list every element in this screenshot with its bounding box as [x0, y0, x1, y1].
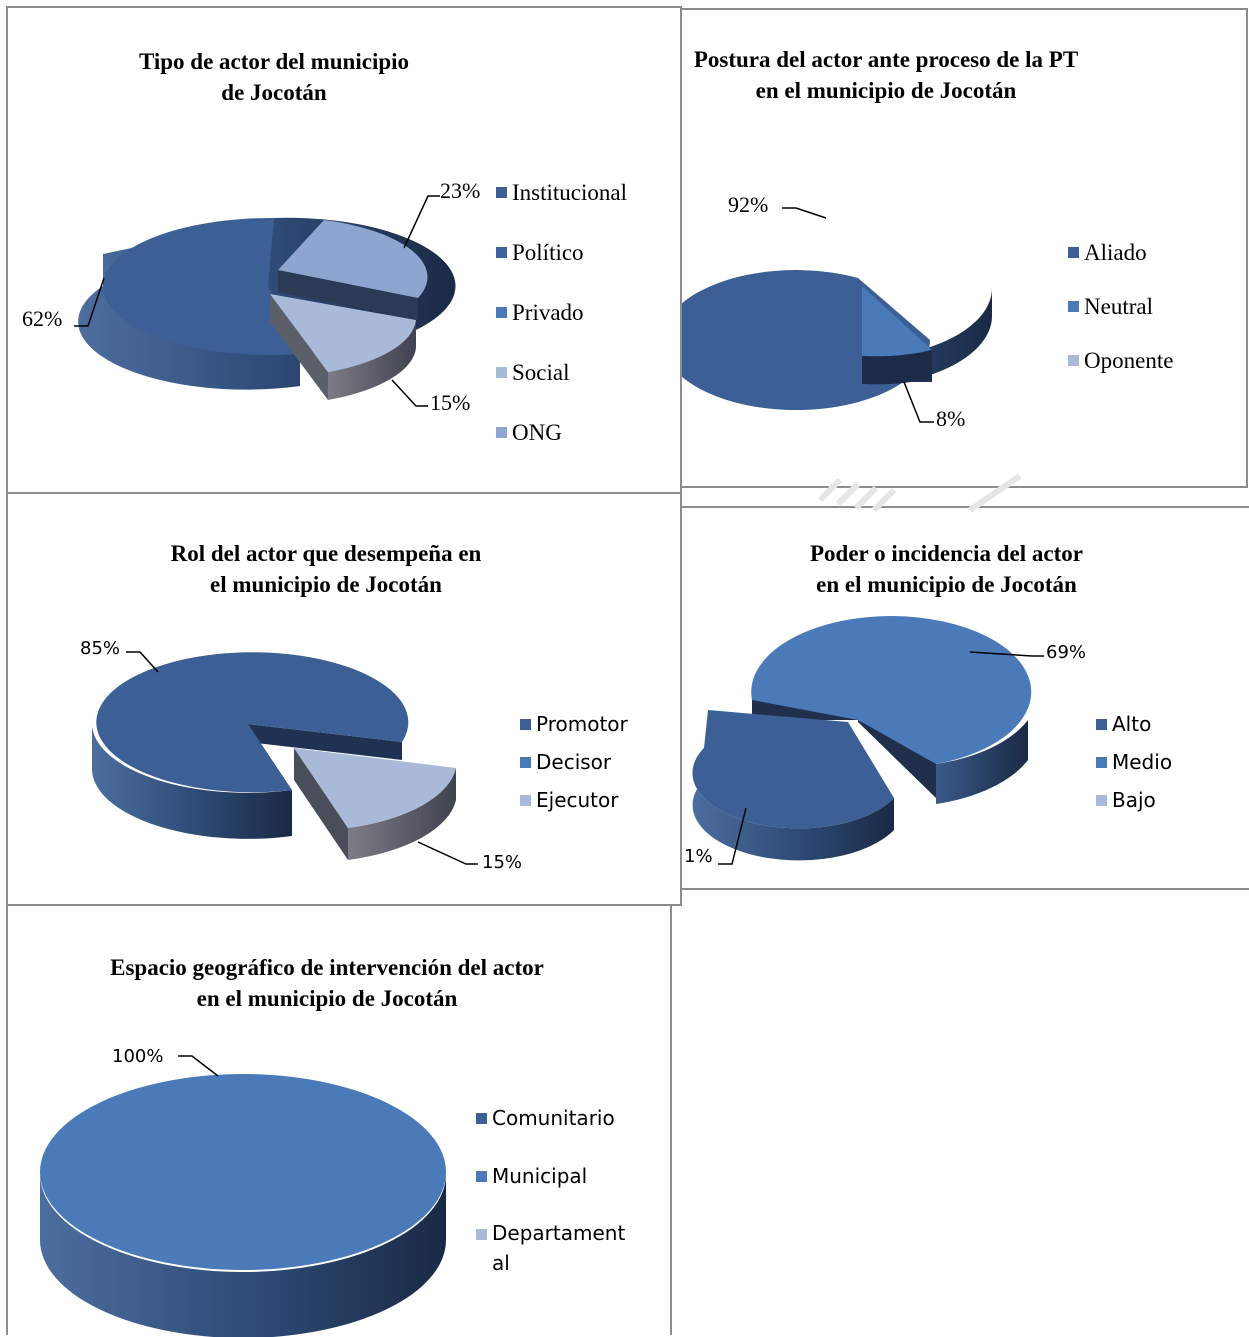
- data-label-neutral: 8%: [936, 406, 965, 431]
- legend-swatch: [520, 757, 531, 768]
- legend-label: ONG: [512, 420, 562, 445]
- chart-panel-postura: Postura del actor ante proceso de la PT …: [634, 8, 1248, 488]
- legend-swatch: [520, 795, 531, 806]
- data-label-promotor: 85%: [80, 638, 120, 659]
- leader-line: [903, 381, 934, 423]
- pie-chart-postura: 92% 8%: [662, 192, 992, 431]
- leader-line: [178, 1055, 219, 1077]
- slice-ong-side: [278, 270, 418, 320]
- pie-chart-rol: 85% 15%: [80, 638, 522, 873]
- legend-swatch: [496, 187, 507, 198]
- slice-alto-side: [692, 748, 894, 861]
- slice-neutral-rim: [862, 350, 932, 385]
- legend-label: Decisor: [536, 750, 612, 774]
- leader-line: [74, 277, 105, 327]
- chart-panel-espacio: Espacio geográfico de intervención del a…: [6, 904, 672, 1337]
- slice-alto: [692, 710, 894, 829]
- chart-title: Tipo de actor del municipio de Jocotán: [138, 49, 410, 105]
- slice-medio-rim: [936, 720, 1028, 804]
- legend-swatch: [1096, 719, 1107, 730]
- data-label-institucional: 62%: [22, 306, 62, 331]
- legend-swatch: [496, 367, 507, 378]
- legend-label: Comunitario: [492, 1106, 615, 1130]
- chart-panel-poder: Poder o incidencia del actor en el munic…: [680, 506, 1249, 890]
- legend-swatch: [496, 247, 507, 258]
- chart-title: Espacio geográfico de intervención del a…: [110, 955, 544, 1011]
- legend-label: Municipal: [492, 1164, 588, 1188]
- data-label-alto: 1%: [684, 846, 713, 867]
- leader-line: [403, 195, 440, 249]
- slice-medio: [751, 615, 1032, 764]
- leader-line: [969, 651, 1044, 657]
- legend-label: Ejecutor: [536, 788, 619, 812]
- legend-swatch: [520, 719, 531, 730]
- slice-ejecutor: [294, 748, 456, 828]
- legend-label: Aliado: [1084, 240, 1147, 265]
- leader-line: [718, 807, 747, 865]
- legend-label: Oponente: [1084, 348, 1174, 373]
- legend-swatch: [496, 427, 507, 438]
- slice-promotor-side: [92, 726, 292, 839]
- data-label-ong: 23%: [440, 178, 480, 203]
- legend-label: Promotor: [536, 712, 628, 736]
- slice-institucional: [102, 217, 300, 356]
- chart-title: Postura del actor ante proceso de la PT …: [693, 47, 1079, 103]
- pie-chart-poder: 69% 1%: [684, 615, 1086, 867]
- legend-swatch: [1068, 355, 1079, 366]
- watermark: [817, 473, 1022, 513]
- legend-swatch: [496, 307, 507, 318]
- chart-panel-rol: Rol del actor que desempeña en el munici…: [6, 492, 682, 906]
- chart-panel-tipo-actor: Tipo de actor del municipio de Jocotán 6…: [6, 6, 682, 496]
- slice-medio-cut2: [858, 720, 936, 798]
- slice-promotor: [96, 652, 409, 793]
- slice-municipal: [40, 1074, 446, 1270]
- leader-line: [126, 651, 159, 673]
- legend-swatch: [1068, 301, 1079, 312]
- leader-line: [391, 379, 428, 407]
- data-label-medio: 69%: [1046, 642, 1086, 663]
- data-label-municipal: 100%: [112, 1046, 163, 1067]
- leader-line: [782, 207, 827, 219]
- pie-chart-tipo-actor: 62% 15% 23%: [22, 178, 480, 415]
- slice-ejecutor-side: [294, 748, 348, 860]
- legend-swatch: [476, 1113, 487, 1124]
- leader-line: [417, 841, 478, 865]
- legend-swatch: [476, 1171, 487, 1182]
- legend-label: Neutral: [1084, 294, 1153, 319]
- legend-label: Privado: [512, 300, 584, 325]
- legend-label: Social: [512, 360, 570, 385]
- legend-swatch: [1096, 757, 1107, 768]
- legend-label: Alto: [1112, 712, 1152, 736]
- chart-title: Rol del actor que desempeña en el munici…: [170, 541, 482, 597]
- data-label-aliado: 92%: [728, 192, 768, 217]
- legend-label: Departament al: [492, 1221, 626, 1275]
- legend-label: Institucional: [512, 180, 627, 205]
- slice-promotor-cut: [248, 724, 402, 760]
- slice-social-side: [270, 294, 328, 400]
- legend-swatch: [476, 1229, 487, 1240]
- slice-social: [270, 294, 416, 372]
- legend-swatch: [1068, 247, 1079, 258]
- data-label-social: 15%: [430, 390, 470, 415]
- slice-neutral: [862, 286, 932, 357]
- slice-ong: [278, 220, 428, 298]
- legend-label: Político: [512, 240, 584, 265]
- legend-label: Bajo: [1112, 788, 1156, 812]
- data-label-ejecutor: 15%: [482, 852, 522, 873]
- pie-chart-espacio: 100%: [40, 1046, 446, 1337]
- slice-social-rim: [328, 320, 416, 400]
- slice-ejecutor-rim: [348, 768, 456, 860]
- legend-label: Medio: [1112, 750, 1173, 774]
- chart-title: Poder o incidencia del actor en el munic…: [810, 541, 1083, 597]
- legend-swatch: [1096, 795, 1107, 806]
- slice-municipal-side: [40, 1174, 446, 1337]
